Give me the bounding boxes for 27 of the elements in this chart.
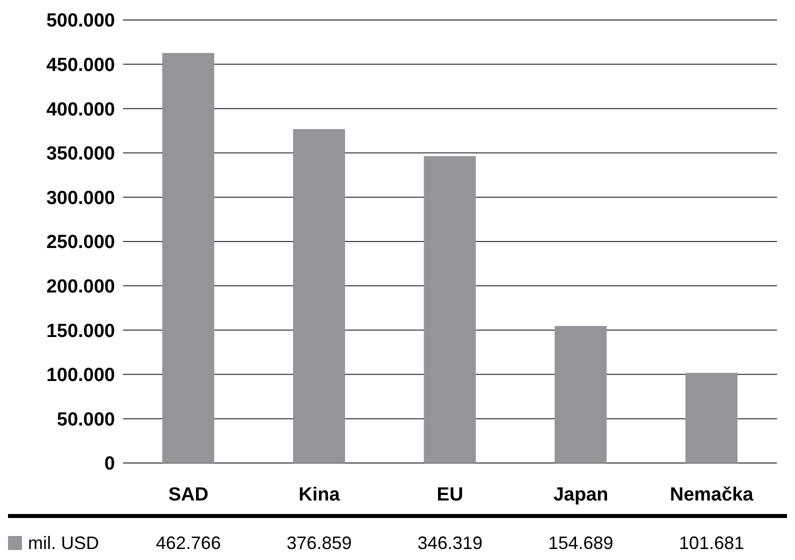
x-tick-label: Kina xyxy=(298,484,340,506)
y-tick-label: 400.000 xyxy=(46,99,115,120)
x-tick-label: Japan xyxy=(553,484,608,506)
data-label: 462.766 xyxy=(156,533,221,553)
y-tick-label: 500.000 xyxy=(46,10,115,32)
y-tick-label: 450.000 xyxy=(46,55,115,76)
bar xyxy=(424,156,476,463)
bar xyxy=(554,326,607,463)
legend-label: mil. USD xyxy=(28,533,99,553)
y-tick-label: 50.000 xyxy=(56,409,115,430)
y-tick-label: 150.000 xyxy=(46,320,115,342)
bar xyxy=(685,372,738,463)
y-tick-label: 250.000 xyxy=(46,232,115,254)
data-label: 376.859 xyxy=(286,533,352,553)
data-label: 154.689 xyxy=(548,533,614,553)
y-tick-label: 300.000 xyxy=(46,188,115,209)
x-tick-label: EU xyxy=(436,484,464,506)
data-label: 101.681 xyxy=(679,533,744,553)
y-tick-label: 350.000 xyxy=(46,144,115,165)
x-tick-label: Nemačka xyxy=(670,484,754,506)
bar xyxy=(293,129,346,463)
bar xyxy=(162,52,214,463)
y-tick-label: 100.000 xyxy=(46,365,115,386)
x-tick-label: SAD xyxy=(168,484,208,506)
y-tick-label: 200.000 xyxy=(46,276,115,298)
y-tick-label: 0 xyxy=(104,454,115,475)
data-label: 346.319 xyxy=(417,533,483,553)
